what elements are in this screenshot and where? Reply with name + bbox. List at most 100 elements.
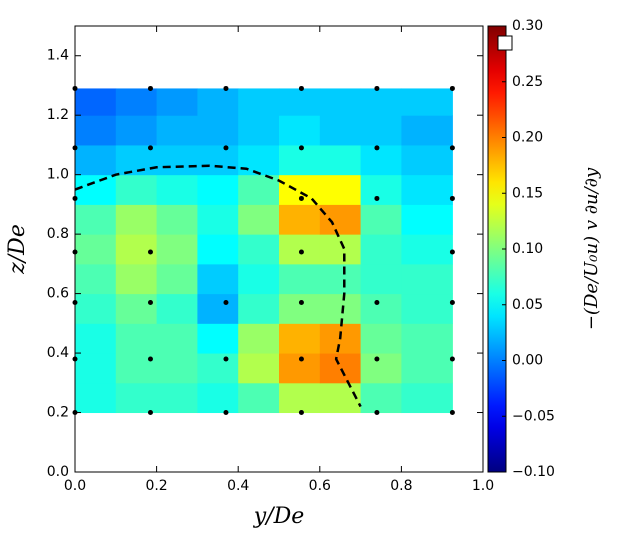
measurement-point [223,145,229,151]
contour-cell [319,382,362,414]
colorbar-tick-label: 0.15 [512,185,543,201]
measurement-point [374,410,380,416]
contour-cell [401,323,453,354]
contour-cell [156,115,198,146]
contour-cell [319,234,362,265]
colorbar-tick-label: 0.10 [512,241,543,257]
boundary-line [74,164,362,408]
contour-cell [115,88,158,116]
measurement-point [449,249,455,255]
measurement-point [298,300,304,306]
contour-cell [156,88,198,116]
contour-cell [319,293,362,324]
contour-cell [238,323,280,354]
contour-cell [75,144,117,176]
contour-cell [279,144,321,176]
measurement-point [374,195,380,201]
y-tick-label: 0.2 [47,405,69,421]
contour-cell [197,174,239,205]
contour-cell [115,234,158,265]
contour-cell [238,234,280,265]
measurement-point [298,249,304,255]
marker-box [497,35,513,51]
contour-cell [360,293,402,324]
measurement-point [298,195,304,201]
contour-cell [279,234,321,265]
contour-cell [115,204,158,235]
measurement-point [449,145,455,151]
contour-cell [156,174,198,205]
contour-cell [401,293,453,324]
measurement-point [449,195,455,201]
contour-cell [401,174,453,205]
contour-cell [115,115,158,146]
contour-cell [75,88,117,116]
contour-cell [75,293,117,324]
x-tick-label: 0.8 [390,478,412,494]
contour-cell [401,382,453,414]
measurement-point [374,356,380,362]
y-tick-label: 1.2 [47,107,69,123]
contour-cell [75,263,117,295]
contour-cell [115,293,158,324]
contour-cell [156,204,198,235]
contour-cell [197,382,239,414]
x-axis-label: y/De [253,504,305,529]
y-tick-label: 0.6 [47,286,69,302]
contour-cell [75,234,117,265]
x-tick-label: 0.4 [227,478,249,494]
measurement-point [223,356,229,362]
contour-cell [75,174,117,205]
contour-cell [75,353,117,384]
contour-cell [238,174,280,205]
measurement-point [298,85,304,91]
x-tick-label: 0.0 [64,478,86,494]
y-tick-label: 0.0 [47,464,69,480]
colorbar-tick-label: −0.10 [512,464,555,480]
contour-cell [115,323,158,354]
measurement-point [449,356,455,362]
contour-cell [319,204,362,235]
measurement-point [147,300,153,306]
x-tick-label: 0.2 [145,478,167,494]
contour-cell [279,88,321,116]
contour-cell [401,115,453,146]
colorbar-tick-label: 0.25 [512,74,543,90]
contour-cell [238,204,280,235]
measurement-point [223,85,229,91]
colorbar-tick-label: 0.05 [512,297,543,313]
contour-cell [197,323,239,354]
measurement-point [147,356,153,362]
y-tick-label: 0.8 [47,226,69,242]
contour-cell [279,323,321,354]
contour-cell [75,323,117,354]
contour-cell [197,144,239,176]
contour-cell [360,382,402,414]
measurement-point [298,410,304,416]
contour-cell [156,293,198,324]
contour-cell [360,234,402,265]
contour-cell [279,204,321,235]
contour-cell [319,88,362,116]
contour-cell [360,174,402,205]
contour-cell [401,353,453,384]
contour-cell [238,88,280,116]
measurement-point [298,145,304,151]
contour-cell [238,115,280,146]
y-axis-label: z/De [5,224,30,275]
contour-cell [401,263,453,295]
y-tick-label: 1.4 [47,48,69,64]
x-tick-label: 1.0 [472,478,494,494]
contour-cell [360,144,402,176]
contour-cell [360,88,402,116]
contour-cell [360,353,402,384]
x-tick-label: 0.6 [309,478,331,494]
measurement-point [147,145,153,151]
contour-cell [115,263,158,295]
colorbar-label: −(De/U₀u) v ∂u/∂y [581,167,602,330]
contour-cell [75,115,117,146]
contour-cell [75,204,117,235]
contour-cell [238,263,280,295]
contour-cell [197,234,239,265]
